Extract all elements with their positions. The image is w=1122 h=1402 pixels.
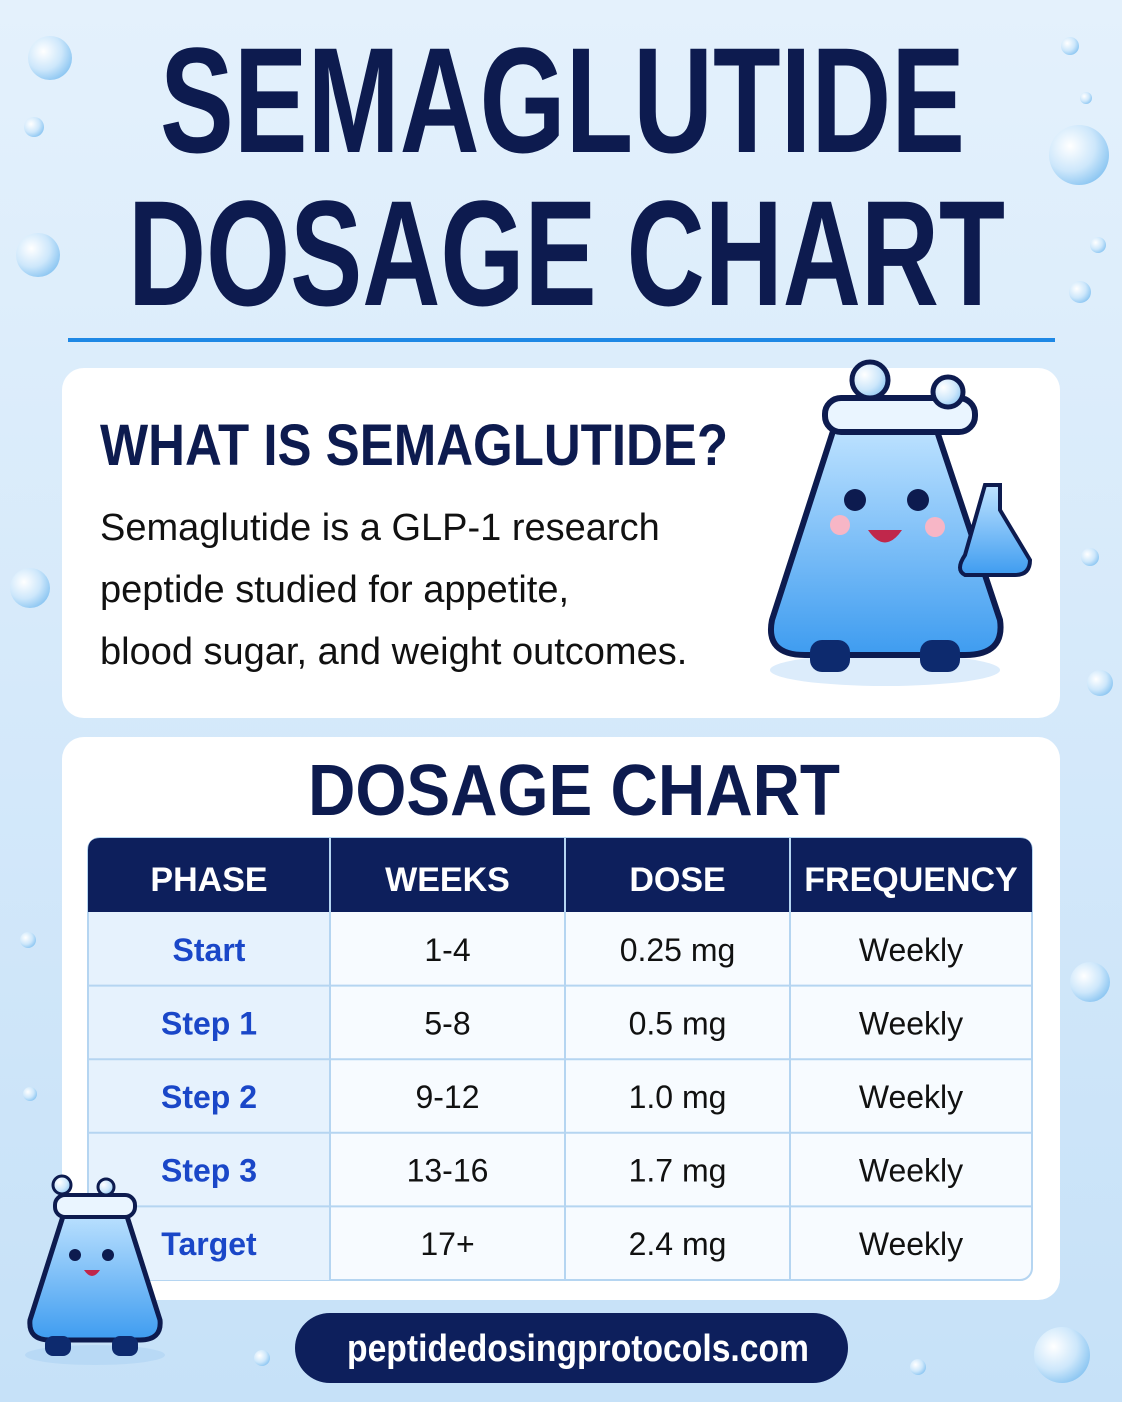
phase-cell-text: Start — [173, 932, 246, 968]
table-cell: 17+ — [420, 1226, 474, 1262]
bubbles — [10, 36, 1113, 1383]
table-cell: Weekly — [859, 1153, 963, 1189]
phase-cell — [89, 1059, 330, 1133]
table-cell: Weekly — [859, 1226, 963, 1262]
phase-cell-text: Target — [161, 1226, 257, 1262]
phase-cell — [89, 985, 330, 1060]
mascot — [768, 359, 1033, 686]
intro-text: Semaglutide is a GLP-1 research peptide s… — [100, 507, 687, 673]
intro-line: Semaglutide is a GLP-1 research — [100, 507, 660, 549]
intro-heading: WHAT IS SEMAGLUTIDE? — [100, 413, 728, 478]
column-header: PHASE — [150, 861, 267, 899]
intro-line: blood sugar, and weight outcomes. — [100, 631, 687, 673]
table-cell: Weekly — [859, 1079, 963, 1115]
phase-cell-text: Step 3 — [161, 1153, 257, 1189]
footer-pill — [295, 1313, 848, 1383]
column-header: WEEKS — [385, 861, 510, 899]
table-header — [88, 838, 1032, 912]
table-cell: 1-4 — [424, 932, 470, 968]
intro-line: peptide studied for appetite, — [100, 569, 569, 611]
table-cell: 1.7 mg — [629, 1153, 727, 1189]
table-cell: 9-12 — [415, 1079, 479, 1115]
phase-cell-text: Step 2 — [161, 1079, 257, 1115]
table-cell: 5-8 — [424, 1005, 470, 1041]
table-title: DOSAGE CHART — [308, 751, 840, 831]
table-cell: 2.4 mg — [629, 1226, 727, 1262]
phase-cell — [89, 912, 330, 986]
column-header: DOSE — [629, 861, 725, 899]
table-cell: Weekly — [859, 1005, 963, 1041]
phase-cell-text: Step 1 — [161, 1005, 257, 1041]
title-line: DOSAGE CHART — [128, 169, 1005, 337]
column-header: FREQUENCY — [804, 861, 1018, 899]
footer-url: peptidedosingprotocols.com — [347, 1328, 809, 1370]
table-cell: Weekly — [859, 932, 963, 968]
table-cell: 13-16 — [407, 1153, 489, 1189]
mascot-small — [25, 1174, 165, 1365]
table: PHASE WEEKS DOSE FREQUENCY Start 1-4 0.25 mg We… — [88, 838, 1032, 1280]
table-cell: 0.5 mg — [629, 1005, 727, 1041]
title-line: SEMAGLUTIDE — [160, 16, 965, 184]
table-cell: 1.0 mg — [629, 1079, 727, 1115]
table-cell: 0.25 mg — [620, 932, 736, 968]
